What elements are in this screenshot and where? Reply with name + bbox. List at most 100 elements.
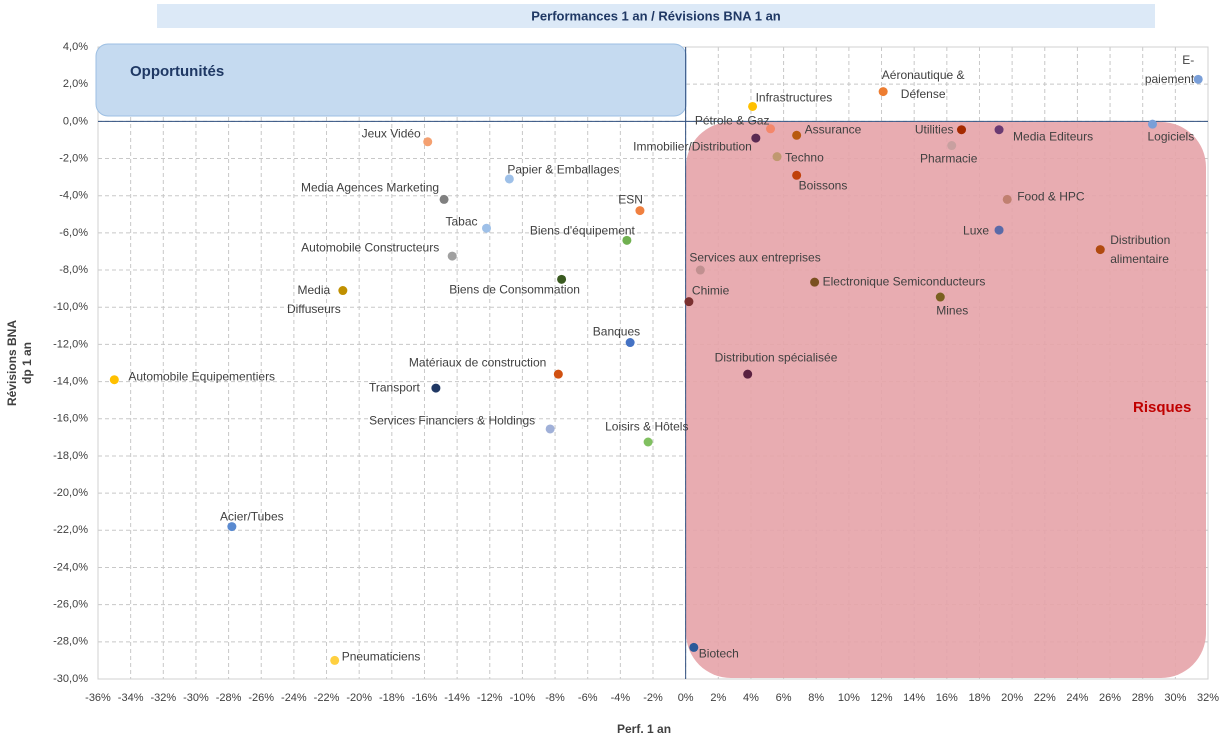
- y-axis-label: Révisions BNA dp 1 an: [5, 319, 34, 407]
- x-tick-label: -28%: [216, 692, 242, 704]
- x-tick-label: -10%: [510, 692, 536, 704]
- x-tick-label: 14%: [903, 692, 925, 704]
- point-label: Papier & Emballages: [507, 162, 620, 177]
- point: [772, 152, 782, 162]
- point-label: Techno: [785, 150, 824, 165]
- y-tick-label: -12,0%: [53, 338, 88, 350]
- point: [504, 174, 514, 184]
- y-tick-label: 0,0%: [63, 115, 88, 127]
- point: [810, 277, 820, 287]
- x-tick-label: -36%: [85, 692, 111, 704]
- x-tick-label: 4%: [743, 692, 759, 704]
- x-tick-label: 28%: [1132, 692, 1154, 704]
- risk-zone: [686, 122, 1206, 678]
- point-label: Utilities: [914, 122, 954, 137]
- point-label: Biens de Consommation: [449, 282, 580, 297]
- point-label: Distribution alimentaire: [1110, 232, 1171, 266]
- x-tick-label: -22%: [314, 692, 340, 704]
- point-label: Automobile Constructeurs: [301, 240, 440, 255]
- y-tick-label: 4,0%: [63, 41, 88, 53]
- point: [431, 383, 441, 393]
- point: [684, 297, 694, 307]
- x-tick-label: -34%: [118, 692, 144, 704]
- y-tick-label: -28,0%: [53, 636, 88, 648]
- point: [957, 125, 967, 135]
- x-tick-label: 2%: [710, 692, 726, 704]
- y-tick-label: -26,0%: [53, 599, 88, 611]
- x-tick-label: 32%: [1197, 692, 1219, 704]
- x-tick-label: -16%: [412, 692, 438, 704]
- point-label: Services Financiers & Holdings: [369, 413, 536, 428]
- point: [878, 87, 888, 97]
- point: [625, 338, 635, 348]
- point-label: Jeux Vidéo: [361, 126, 421, 141]
- y-tick-label: -14,0%: [53, 375, 88, 387]
- y-tick-label: -6,0%: [59, 227, 88, 239]
- point-label: Media Diffuseurs: [286, 282, 341, 316]
- point: [338, 286, 348, 296]
- point-label: Infrastructures: [755, 90, 833, 105]
- x-tick-label: -2%: [643, 692, 663, 704]
- point-label: Transport: [368, 380, 420, 395]
- x-tick-label: -32%: [150, 692, 176, 704]
- point-label: Luxe: [963, 223, 990, 238]
- y-tick-label: -20,0%: [53, 487, 88, 499]
- point: [994, 225, 1004, 235]
- point: [482, 223, 491, 233]
- point: [689, 642, 699, 652]
- point-label: Services aux entreprises: [689, 250, 821, 265]
- point: [1148, 119, 1157, 129]
- x-tick-label: 10%: [838, 692, 860, 704]
- point-label: Chimie: [691, 283, 730, 298]
- y-tick-label: -30,0%: [53, 673, 88, 685]
- annotation: Risques: [1133, 399, 1192, 416]
- point: [792, 170, 802, 180]
- point: [447, 251, 457, 261]
- point: [635, 206, 645, 216]
- x-tick-label: 0%: [678, 692, 694, 704]
- y-tick-label: 2,0%: [63, 78, 88, 90]
- point: [743, 369, 753, 379]
- x-tick-label: -6%: [578, 692, 598, 704]
- point: [935, 292, 945, 302]
- point-label: Boissons: [798, 178, 848, 193]
- point-label: Pharmacie: [920, 151, 978, 166]
- point-label: Assurance: [804, 122, 862, 137]
- point-label: Aéronautique & Défense: [881, 67, 965, 101]
- point-label: Loisirs & Hôtels: [605, 419, 689, 434]
- x-tick-label: -8%: [545, 692, 565, 704]
- point: [1002, 194, 1012, 204]
- point: [751, 133, 761, 143]
- y-tick-label: -22,0%: [53, 524, 88, 536]
- point: [643, 437, 653, 447]
- point: [109, 375, 119, 385]
- x-axis-label: Perf. 1 an: [617, 722, 672, 736]
- point-label: Pneumaticiens: [341, 649, 421, 664]
- point: [622, 235, 632, 245]
- y-tick-label: -2,0%: [59, 152, 88, 164]
- point-label: Banques: [592, 324, 641, 339]
- x-tick-label: 26%: [1099, 692, 1121, 704]
- point-label: Electronique Semiconducteurs: [822, 274, 986, 289]
- x-tick-label: 22%: [1034, 692, 1056, 704]
- y-tick-label: -10,0%: [53, 301, 88, 313]
- point-label: E-paiement: [1144, 53, 1195, 87]
- x-tick-label: 18%: [968, 692, 990, 704]
- y-tick-label: -18,0%: [53, 450, 88, 462]
- point-label: Automobile Equipementiers: [128, 369, 276, 384]
- x-tick-label: -24%: [281, 692, 307, 704]
- point: [695, 265, 705, 275]
- y-tick-label: -24,0%: [53, 561, 88, 573]
- x-tick-label: -26%: [248, 692, 274, 704]
- point: [792, 130, 802, 140]
- point-label: Media Agences Marketing: [300, 180, 440, 195]
- point: [766, 124, 776, 134]
- point: [994, 125, 1004, 135]
- point-label: Logiciels: [1147, 129, 1195, 144]
- point: [1193, 74, 1203, 84]
- point-label: Biotech: [698, 646, 739, 661]
- x-tick-label: -30%: [183, 692, 209, 704]
- point-label: Immobilier/Distribution: [633, 139, 752, 154]
- x-tick-label: 20%: [1001, 692, 1023, 704]
